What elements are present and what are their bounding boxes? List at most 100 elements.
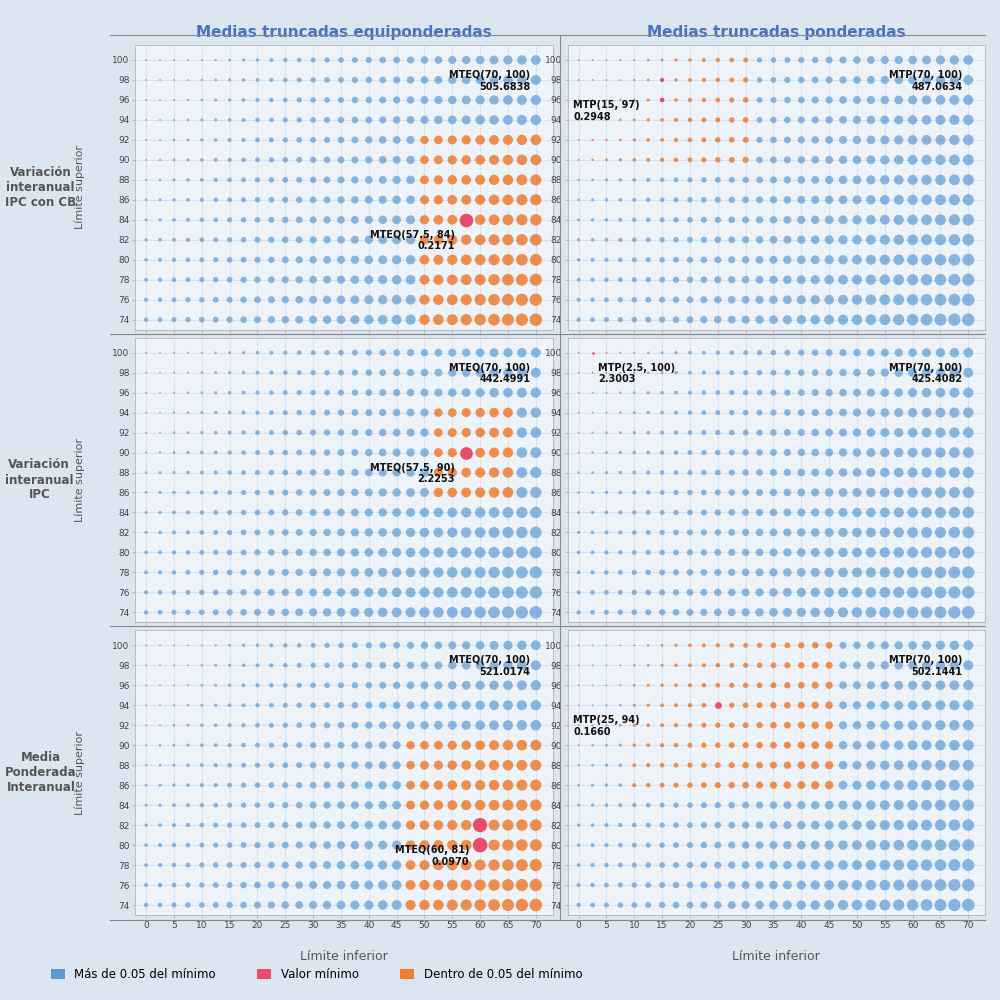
Point [821, 817, 837, 833]
Point [835, 817, 851, 833]
Point [152, 817, 168, 833]
Point [375, 544, 391, 560]
Point [180, 524, 196, 540]
Point [849, 405, 865, 421]
Point [166, 604, 182, 620]
Point [612, 564, 628, 580]
Point [514, 112, 530, 128]
Point [585, 212, 601, 228]
Point [807, 252, 823, 268]
Point [180, 657, 196, 673]
Point [793, 52, 809, 68]
Point [779, 152, 795, 168]
Point [444, 152, 460, 168]
Point [236, 172, 252, 188]
Point [682, 777, 698, 793]
Point [333, 564, 349, 580]
Point [765, 677, 781, 693]
Point [668, 797, 684, 813]
Point [640, 72, 656, 88]
Point [696, 877, 712, 893]
Point [946, 132, 962, 148]
Point [166, 637, 182, 653]
Point [291, 252, 307, 268]
Point [891, 172, 907, 188]
Point [598, 425, 614, 441]
Point [375, 604, 391, 620]
Point [430, 897, 446, 913]
Point [416, 504, 432, 520]
Point [444, 584, 460, 600]
Point [946, 797, 962, 813]
Point [640, 797, 656, 813]
Point [291, 212, 307, 228]
Point [668, 897, 684, 913]
Point [277, 272, 293, 288]
Point [585, 604, 601, 620]
Point [696, 272, 712, 288]
Point [765, 524, 781, 540]
Point [249, 837, 265, 853]
Point [724, 385, 740, 401]
Point [793, 425, 809, 441]
Point [277, 797, 293, 813]
Point [194, 797, 210, 813]
Point [514, 272, 530, 288]
Point [710, 817, 726, 833]
Point [960, 365, 976, 381]
Point [319, 365, 335, 381]
Point [821, 272, 837, 288]
Point [668, 152, 684, 168]
Point [528, 697, 544, 713]
Point [249, 272, 265, 288]
Point [877, 637, 893, 653]
Point [249, 152, 265, 168]
Point [932, 584, 948, 600]
Point [905, 897, 921, 913]
Point [946, 484, 962, 500]
Point [640, 365, 656, 381]
Point [430, 544, 446, 560]
Point [612, 92, 628, 108]
Point [932, 445, 948, 461]
Point [765, 604, 781, 620]
Point [305, 797, 321, 813]
Point [598, 272, 614, 288]
Point [793, 292, 809, 308]
Point [305, 212, 321, 228]
Point [472, 112, 488, 128]
Point [612, 52, 628, 68]
Point [375, 152, 391, 168]
Point [222, 504, 238, 520]
Point [347, 132, 363, 148]
Point [668, 837, 684, 853]
Point [849, 564, 865, 580]
Point [710, 425, 726, 441]
Point [444, 544, 460, 560]
Point [793, 405, 809, 421]
Point [305, 252, 321, 268]
Point [724, 504, 740, 520]
Point [319, 797, 335, 813]
Point [724, 757, 740, 773]
Point [458, 272, 474, 288]
Point [724, 292, 740, 308]
Point [277, 232, 293, 248]
Point [710, 797, 726, 813]
Point [319, 232, 335, 248]
Point [277, 112, 293, 128]
Point [263, 484, 279, 500]
Point [710, 172, 726, 188]
Point [222, 192, 238, 208]
Point [696, 252, 712, 268]
Point [249, 797, 265, 813]
Point [960, 112, 976, 128]
Point [626, 52, 642, 68]
Point [375, 837, 391, 853]
Text: Variación
interanual
IPC: Variación interanual IPC [5, 458, 74, 502]
Point [222, 657, 238, 673]
Point [779, 252, 795, 268]
Point [821, 797, 837, 813]
Point [932, 544, 948, 560]
Point [654, 272, 670, 288]
